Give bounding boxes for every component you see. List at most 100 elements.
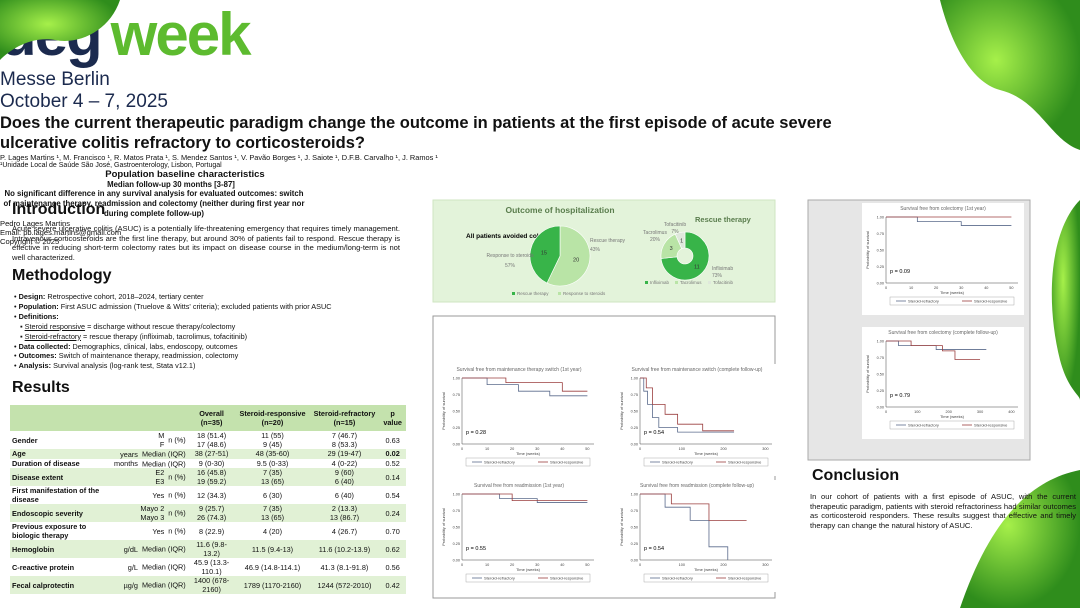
paragraph: Acute severe ulcerative colitis (ASUC) i… — [12, 224, 400, 262]
affiliation: ¹Unidade Local de Saúde São José, Gastro… — [0, 162, 222, 169]
table-row: Disease extent E2 E3 n (%) 16 (45.8) 19 (59.2… — [10, 468, 406, 487]
cell: 0.14 — [379, 468, 406, 487]
cell-line: 7 (35) — [262, 468, 283, 478]
row-sub-item: µg/g — [123, 580, 138, 590]
sub-col: Yes — [152, 491, 164, 500]
x-tick-label: 300 — [762, 447, 768, 451]
cell: 4 (20) — [262, 526, 283, 536]
x-tick-label: 0 — [461, 563, 463, 567]
y-axis-label: Probability of survival — [441, 508, 446, 546]
cell: 29 (19-47) — [309, 449, 380, 459]
slice-percent: 43% — [590, 247, 601, 253]
cell-line: 2 (13.3) — [331, 504, 358, 514]
y-axis-label: Probability of survival — [619, 508, 624, 546]
y-tick-label: 0.50 — [877, 373, 884, 377]
y-tick-label: 1.00 — [631, 493, 638, 497]
x-tick-label: 40 — [560, 447, 564, 451]
sub-col: Yes — [152, 527, 164, 536]
y-tick-label: 0.00 — [631, 559, 638, 563]
y-tick-label: 0.25 — [453, 426, 460, 430]
cell: 6 (30) — [262, 490, 283, 500]
header-cell: Steroid-refractory (n=15) — [309, 405, 380, 431]
axes — [461, 378, 594, 445]
paragraph: In our cohort of patients with a first e… — [810, 492, 1076, 530]
row-sub-item: E2 — [155, 468, 165, 478]
cell-line: 7 (35) — [262, 504, 283, 514]
section-heading: Conclusion — [812, 467, 900, 484]
panel-title: Outcome of hospitalization — [505, 205, 614, 215]
cell-line: 26 (74.3) — [196, 513, 227, 523]
survival-curve — [462, 377, 588, 392]
y-axis-label: Probability of survival — [865, 355, 870, 393]
note: All patients avoided colectomy — [466, 233, 562, 240]
section-heading: Introduction — [12, 201, 106, 218]
table: Overall (n=35) Steroid-responsive (n=20) S… — [10, 405, 406, 595]
legend-box — [889, 420, 1015, 430]
header-cell: Steroid-responsive (n=20) — [235, 405, 310, 431]
plot-title: Survival free from maintenance switch (c… — [632, 367, 763, 373]
row-unit: Median (IQR) — [141, 562, 186, 572]
legend-label: Steroid-refractory — [908, 423, 939, 428]
cell: 6 (40) — [334, 490, 354, 500]
x-tick-label: 0 — [639, 563, 641, 567]
cell-line: 13 (86.7) — [329, 513, 360, 523]
bullet-text: Switch of maintenance therapy, readmissi… — [56, 351, 239, 361]
plot-title: Survival free from readmission (1st year… — [474, 483, 564, 489]
cell: 9 (0-30) — [198, 458, 225, 468]
x-tick-label: 10 — [485, 447, 489, 451]
cell: 0.62 — [379, 540, 406, 559]
x-tick-label: 200 — [720, 447, 726, 451]
slice-label: Tacrolimus — [643, 230, 667, 236]
row-sub-item: Yes — [152, 490, 165, 500]
x-tick-label: 50 — [585, 563, 589, 567]
y-axis-label: Probability of survival — [441, 392, 446, 430]
survival-curve — [886, 340, 981, 360]
logo-week: week — [110, 1, 252, 68]
header-cell — [112, 405, 188, 431]
x-tick-label: 30 — [535, 447, 539, 451]
slice-label: Rescue therapy — [590, 238, 626, 244]
bullet-lead: Analysis: — [18, 361, 52, 371]
x-tick-label: 100 — [679, 447, 685, 451]
x-tick-label: 0 — [885, 410, 887, 414]
x-tick-label: 50 — [585, 447, 589, 451]
cell-line: 8 (53.3) — [331, 440, 358, 449]
x-tick-label: 400 — [1008, 410, 1014, 414]
x-axis-label: Time (weeks) — [940, 290, 965, 295]
cell: 7 (46.7) 8 (53.3) — [310, 431, 380, 449]
follow-up: Median follow-up 30 months [3-87] — [107, 180, 235, 189]
header-cell: Overall (n=35) — [187, 405, 236, 431]
row-sub-item: Mayo 3 — [140, 513, 165, 523]
sub-col: E2 E3 — [155, 468, 164, 486]
cell: 11.5 (9.4-13) — [235, 540, 310, 559]
y-tick-label: 0.00 — [453, 443, 460, 447]
row-unit: n (%) — [168, 526, 186, 536]
row-sub: g/L Median (IQR) — [112, 558, 188, 576]
table-row: Age years Median (IQR) 38 (27-51) 48 (35-60)… — [10, 449, 406, 459]
y-tick-label: 0.00 — [453, 559, 460, 563]
bullet-list: Design: Retrospective cohort, 2018–2024,… — [14, 292, 406, 371]
x-tick-label: 100 — [914, 410, 920, 414]
row-sub: years Median (IQR) — [112, 449, 188, 459]
y-tick-label: 1.00 — [453, 377, 460, 381]
y-axis-label: Probability of survival — [865, 231, 870, 269]
legend-swatch — [675, 281, 678, 284]
legend-box — [643, 573, 769, 583]
x-tick-label: 30 — [535, 563, 539, 567]
y-tick-label: 1.00 — [877, 340, 884, 344]
x-axis-label: Time (weeks) — [516, 567, 541, 572]
row-label: C-reactive protein — [12, 562, 75, 572]
x-tick-label: 200 — [720, 563, 726, 567]
bullet-lead: Design: — [18, 292, 46, 301]
cell: 45.9 (13.3-110.1) — [193, 558, 230, 577]
row-label: Endoscopic severity — [10, 504, 112, 523]
legend-swatch — [512, 292, 515, 295]
cell: 0.56 — [385, 562, 400, 572]
legend-label: Steroid-responsive — [974, 299, 1008, 304]
slice-count: 3 — [670, 246, 673, 252]
cell-line: 6 (40) — [334, 477, 354, 487]
table-row: Hemoglobin g/dL Median (IQR) 11.6 (9.8-13.2… — [10, 540, 406, 559]
x-axis-label: Time (weeks) — [516, 451, 541, 456]
